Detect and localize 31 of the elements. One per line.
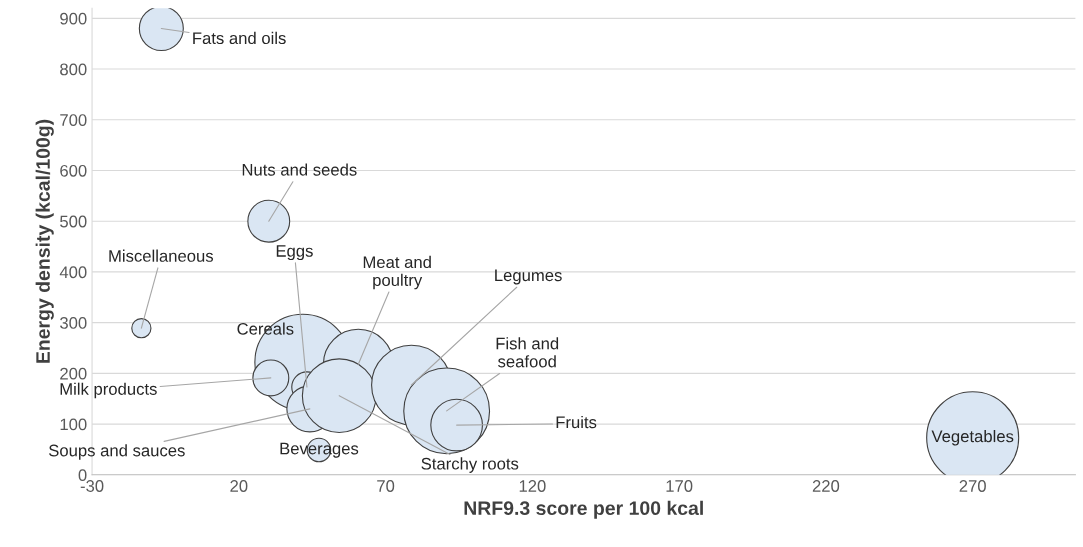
y-tick-label: 500 bbox=[60, 215, 87, 228]
x-tick-label: 170 bbox=[666, 480, 693, 492]
annotation: Miscellaneous bbox=[109, 249, 214, 262]
annotation: Nuts and seeds bbox=[242, 163, 357, 176]
annotation: Fats and oils bbox=[193, 31, 286, 45]
annotation: Soups and sauces bbox=[49, 444, 185, 460]
x-axis-title: NRF9.3 score per 100 kcal bbox=[464, 500, 703, 519]
x-tick-label: 20 bbox=[230, 480, 248, 492]
x-tick-label: 120 bbox=[519, 480, 546, 492]
x-tick-label: 220 bbox=[812, 480, 840, 492]
annotation: Vegetables bbox=[931, 430, 1014, 446]
y-tick-label: 100 bbox=[60, 418, 87, 431]
y-tick-label: 700 bbox=[60, 114, 87, 126]
y-tick-label: 400 bbox=[59, 266, 87, 279]
y-tick-label: 300 bbox=[60, 317, 87, 329]
y-tick-label: 900 bbox=[60, 12, 87, 25]
annotation: Fruits bbox=[556, 415, 597, 429]
y-tick-label: 200 bbox=[60, 367, 87, 380]
y-tick-label: 800 bbox=[60, 63, 87, 76]
annotation: Eggs bbox=[276, 245, 313, 261]
annotation: Milk products bbox=[60, 382, 157, 399]
annotation: Starchy roots bbox=[421, 457, 519, 473]
x-tick-label: -30 bbox=[80, 480, 104, 492]
x-tick-label: 70 bbox=[377, 480, 395, 492]
x-tick-label: 270 bbox=[959, 480, 986, 492]
annotation: Legumes bbox=[495, 269, 562, 285]
y-tick-label: 600 bbox=[60, 164, 87, 177]
y-axis-title: Energy density (kcal/100g) bbox=[35, 119, 54, 363]
y-tick-label: 0 bbox=[78, 469, 87, 481]
annotation: Meat and poultry bbox=[363, 255, 431, 290]
annotation: Fish and seafood bbox=[496, 337, 559, 368]
